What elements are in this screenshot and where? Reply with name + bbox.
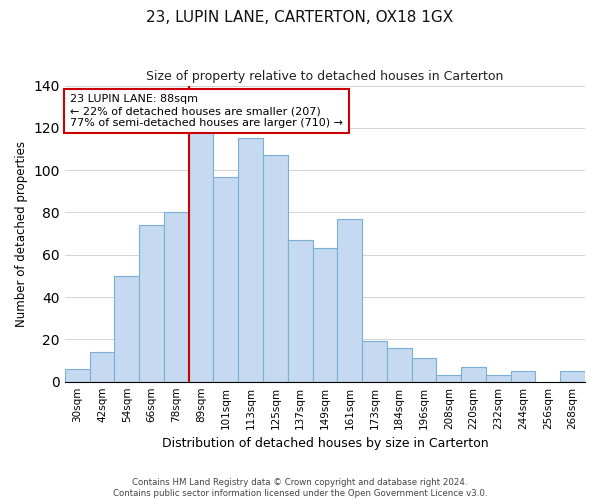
Bar: [362, 342, 387, 382]
Text: 23, LUPIN LANE, CARTERTON, OX18 1GX: 23, LUPIN LANE, CARTERTON, OX18 1GX: [146, 10, 454, 25]
Bar: [139, 225, 164, 382]
Bar: [412, 358, 436, 382]
Bar: [164, 212, 188, 382]
Text: Contains HM Land Registry data © Crown copyright and database right 2024.
Contai: Contains HM Land Registry data © Crown c…: [113, 478, 487, 498]
Bar: [188, 132, 214, 382]
Bar: [89, 352, 115, 382]
Bar: [511, 371, 535, 382]
Y-axis label: Number of detached properties: Number of detached properties: [15, 140, 28, 326]
Bar: [436, 376, 461, 382]
Bar: [214, 176, 238, 382]
Bar: [65, 369, 89, 382]
Bar: [337, 219, 362, 382]
Bar: [263, 156, 288, 382]
Bar: [461, 367, 486, 382]
Bar: [560, 371, 585, 382]
Bar: [238, 138, 263, 382]
Bar: [115, 276, 139, 382]
Bar: [387, 348, 412, 382]
Bar: [486, 376, 511, 382]
Bar: [313, 248, 337, 382]
X-axis label: Distribution of detached houses by size in Carterton: Distribution of detached houses by size …: [161, 437, 488, 450]
Text: 23 LUPIN LANE: 88sqm
← 22% of detached houses are smaller (207)
77% of semi-deta: 23 LUPIN LANE: 88sqm ← 22% of detached h…: [70, 94, 343, 128]
Title: Size of property relative to detached houses in Carterton: Size of property relative to detached ho…: [146, 70, 503, 83]
Bar: [288, 240, 313, 382]
